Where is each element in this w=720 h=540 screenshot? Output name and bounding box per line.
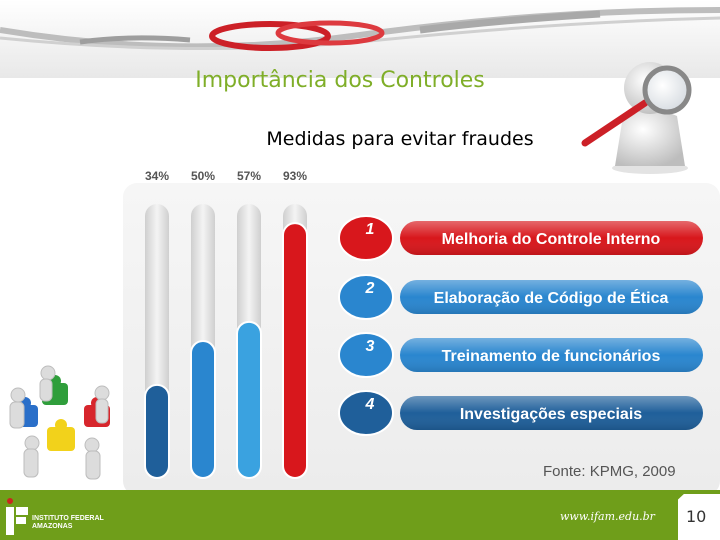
logo-line-1: INSTITUTO FEDERAL	[32, 515, 104, 522]
magnifier-figure-icon	[581, 62, 692, 174]
item-label: Elaboração de Código de Ética	[434, 288, 669, 307]
value-label: 34%	[145, 169, 169, 183]
item-number: 3	[366, 338, 375, 355]
item-number: 2	[365, 280, 375, 297]
puzzle-people-icon	[9, 365, 110, 480]
page-number-box	[678, 494, 720, 540]
bar-1	[282, 222, 308, 480]
value-label: 57%	[237, 169, 261, 183]
item-label: Treinamento de funcionários	[442, 348, 661, 365]
footer-url[interactable]: www.ifam.edu.br	[560, 510, 655, 523]
bar-3	[190, 340, 216, 479]
item-pill-shine	[400, 221, 703, 255]
footer-logo-text: INSTITUTO FEDERAL AMAZONAS	[32, 515, 104, 531]
bar-4	[144, 383, 170, 479]
footer-bar	[0, 490, 720, 540]
page-number: 10	[686, 507, 707, 526]
item-pill-shine	[400, 280, 703, 314]
chart-source: Fonte: KPMG, 2009	[543, 463, 676, 480]
bar-2	[236, 320, 262, 479]
logo-line-2: AMAZONAS	[32, 523, 73, 530]
item-badge-1	[338, 215, 394, 261]
chain-icon	[0, 0, 720, 78]
item-label: Melhoria do Controle Interno	[442, 231, 661, 248]
slide-subtitle: Medidas para evitar fraudes	[266, 128, 534, 150]
slide-title: Importância dos Controles	[195, 68, 485, 93]
ifam-logo-icon	[6, 498, 28, 535]
value-label: 93%	[283, 169, 307, 183]
item-pill-shine	[400, 396, 703, 430]
chart: 34% 50% 57% 93% 1 Melhoria do Controle Inter…	[144, 169, 703, 480]
item-number: 4	[365, 396, 375, 413]
item-number: 1	[366, 221, 375, 238]
item-pill-shine	[400, 338, 703, 372]
item-badge-3	[338, 332, 394, 378]
item-label: Investigações especiais	[460, 406, 642, 423]
value-label: 50%	[191, 169, 215, 183]
item-badge-4	[338, 390, 394, 436]
item-badge-2	[338, 274, 394, 320]
